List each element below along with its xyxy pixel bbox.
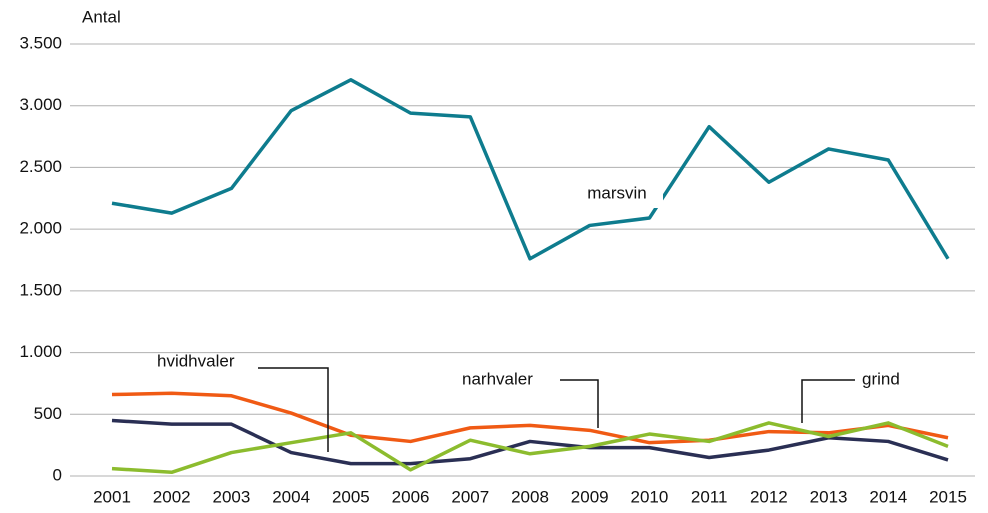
y-axis-label: Antal bbox=[82, 7, 121, 26]
x-tick-label: 2003 bbox=[213, 487, 251, 506]
x-tick-label: 2012 bbox=[750, 487, 788, 506]
y-tick-label: 3.000 bbox=[19, 95, 62, 114]
line bbox=[111, 421, 949, 475]
y-tick-label: 2.500 bbox=[19, 157, 62, 176]
x-tick-label: 2001 bbox=[93, 487, 131, 506]
x-tick-label: 2006 bbox=[392, 487, 430, 506]
x-tick-label: 2007 bbox=[451, 487, 489, 506]
leader-line bbox=[560, 379, 599, 428]
y-tick-label: 1.500 bbox=[19, 280, 62, 299]
x-tick-label: 2009 bbox=[571, 487, 609, 506]
series-label: grind bbox=[862, 369, 900, 388]
x-tick-label: 2015 bbox=[929, 487, 967, 506]
leader-line bbox=[258, 367, 329, 452]
y-tick-label: 500 bbox=[34, 404, 62, 423]
x-tick-label: 2014 bbox=[869, 487, 907, 506]
series-label: marsvin bbox=[587, 183, 647, 202]
label-background bbox=[571, 180, 663, 208]
x-tick-label: 2011 bbox=[691, 487, 728, 506]
x-tick-label: 2010 bbox=[631, 487, 669, 506]
x-tick-label: 2004 bbox=[272, 487, 310, 506]
x-tick-label: 2008 bbox=[511, 487, 549, 506]
line bbox=[111, 418, 949, 466]
x-tick-label: 2013 bbox=[810, 487, 848, 506]
y-tick-label: 1.000 bbox=[19, 342, 62, 361]
x-tick-label: 2002 bbox=[153, 487, 191, 506]
series-label: hvidhvaler bbox=[157, 351, 235, 370]
y-tick-label: 3.500 bbox=[19, 33, 62, 52]
leader-line bbox=[801, 379, 855, 423]
series-label: narhvaler bbox=[462, 369, 533, 388]
y-tick-label: 2.000 bbox=[19, 219, 62, 238]
line bbox=[111, 78, 950, 261]
y-tick-label: 0 bbox=[53, 465, 62, 484]
x-tick-label: 2005 bbox=[332, 487, 370, 506]
